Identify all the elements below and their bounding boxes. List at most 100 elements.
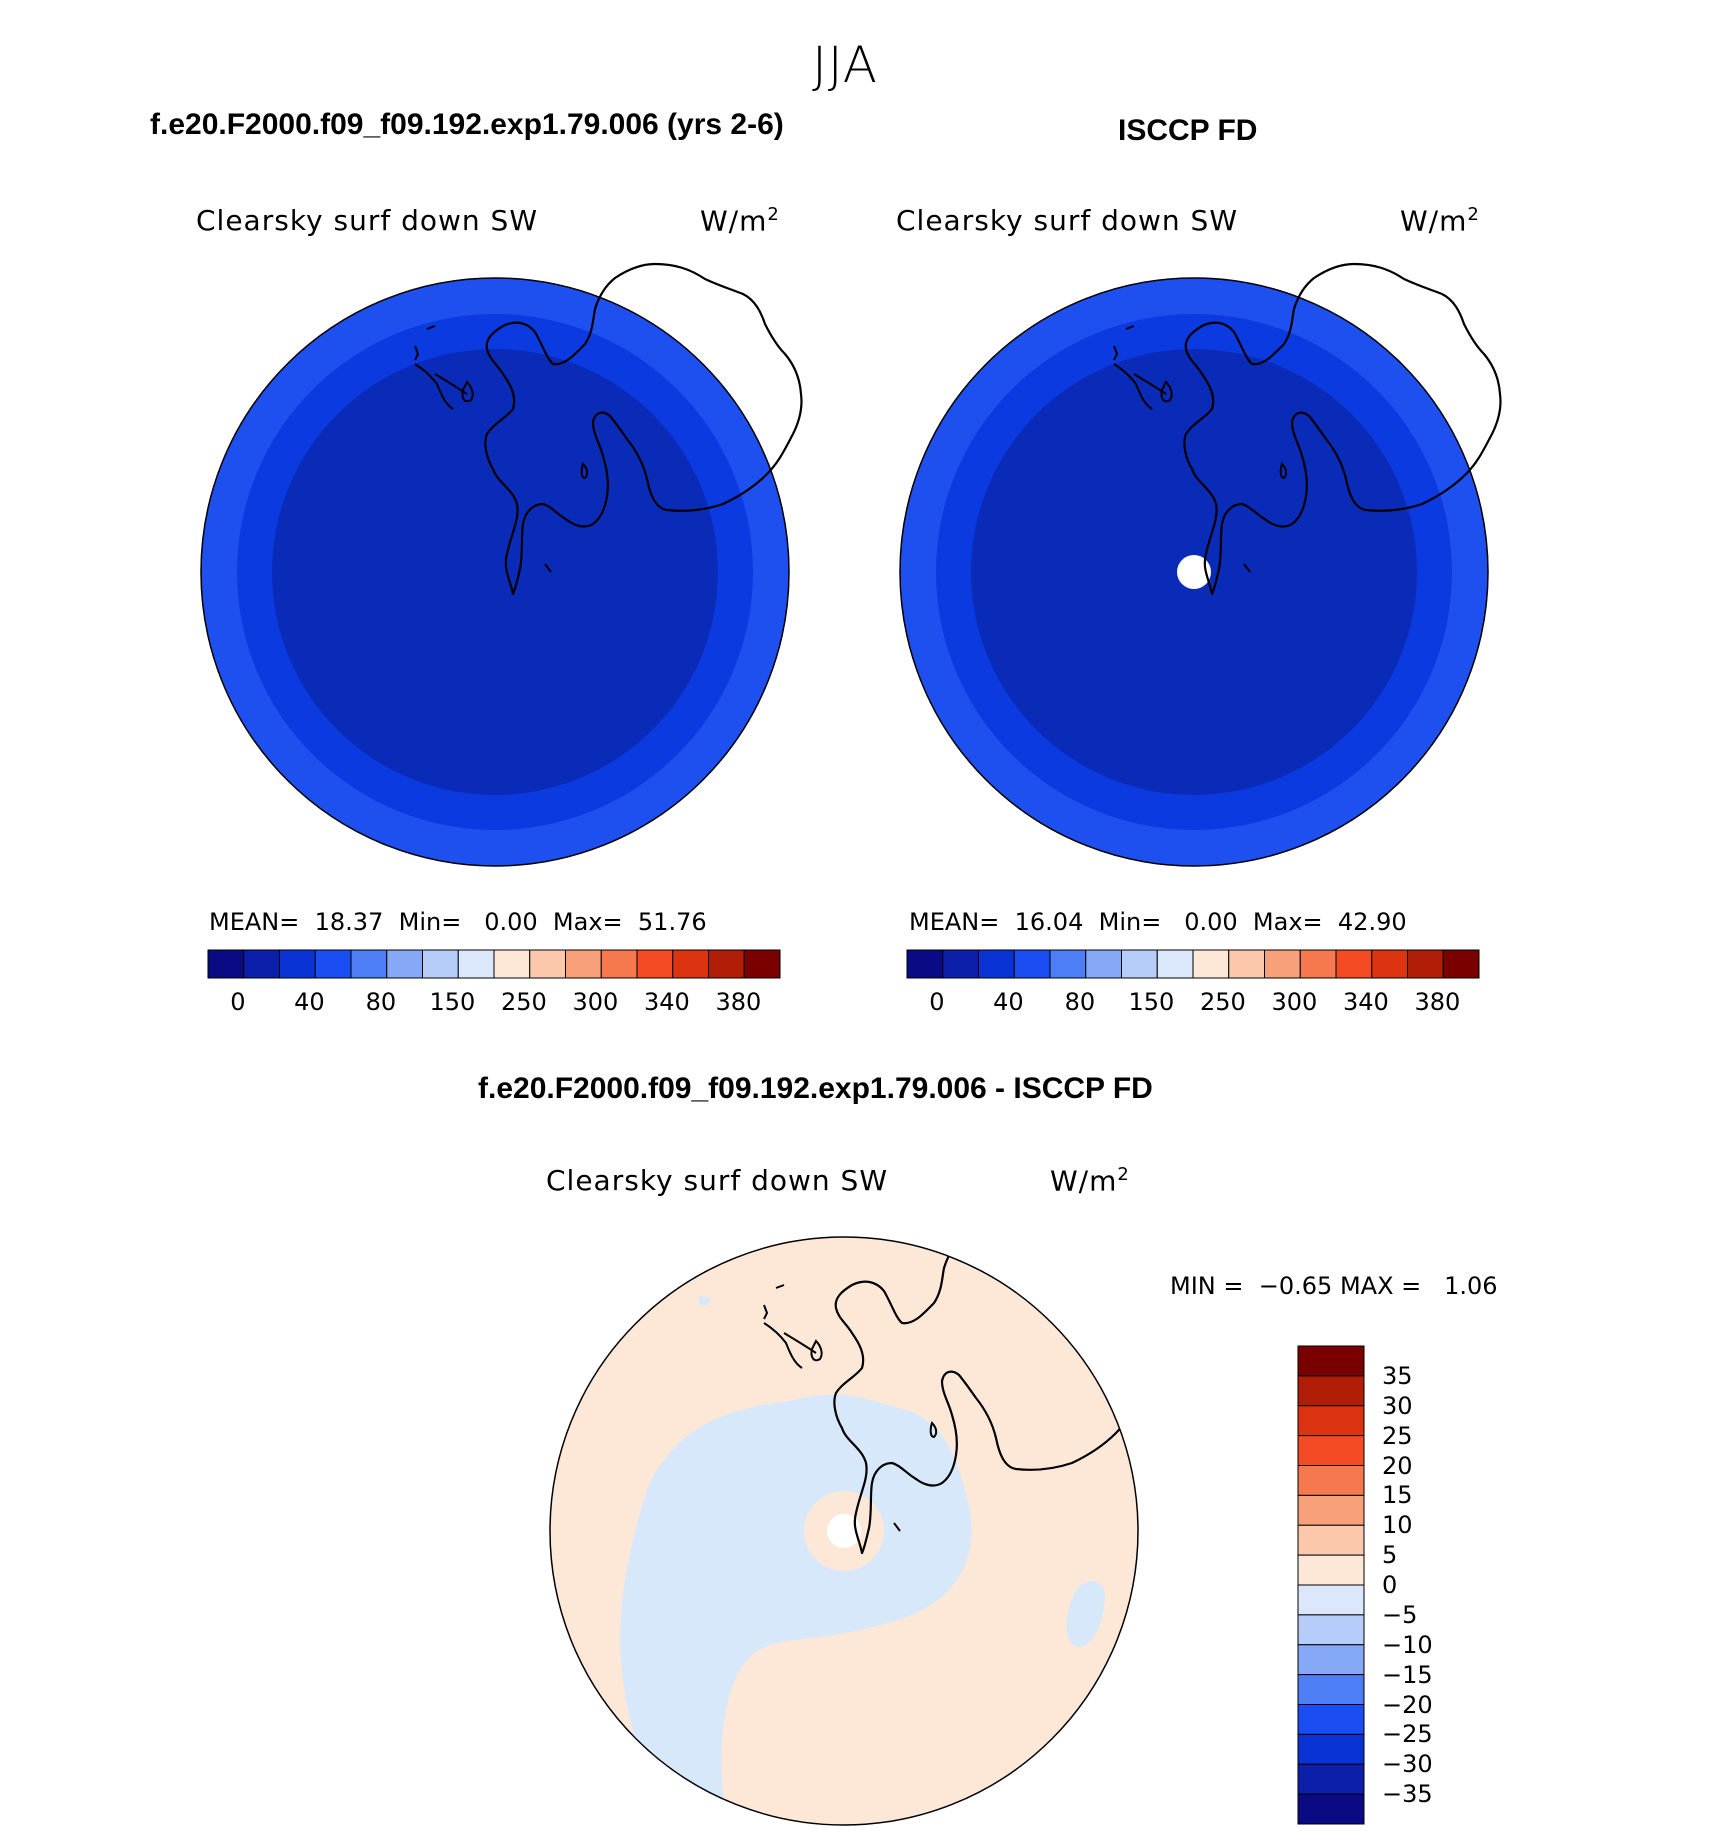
- colorbar-swatch: [1297, 1704, 1365, 1735]
- colorbar-swatch: [743, 949, 781, 979]
- colorbar-swatch: [493, 949, 531, 979]
- colorbar-swatch: [708, 949, 745, 979]
- colorbar-swatch: [1156, 949, 1194, 979]
- colorbar-swatch: [1297, 1465, 1365, 1496]
- colorbar-tick-label: −20: [1382, 1690, 1433, 1719]
- panel3-variable: Clearsky surf down SW: [546, 1164, 889, 1197]
- colorbar-tick-label: −35: [1382, 1780, 1433, 1809]
- colorbar-swatch: [422, 949, 459, 979]
- colorbar-tick-label: 80: [365, 988, 397, 1016]
- colorbar-tick-label: −5: [1382, 1600, 1418, 1629]
- panel2-units: W/m2: [1400, 204, 1480, 238]
- colorbar-swatch: [1297, 1733, 1365, 1765]
- colorbar-tick-label: 380: [715, 988, 762, 1016]
- colorbar-tick-label: 340: [643, 988, 690, 1016]
- panel2-stats: MEAN= 16.04 Min= 0.00 Max= 42.90: [909, 908, 1407, 936]
- colorbar-tick-label: 15: [1382, 1481, 1413, 1510]
- colorbar-swatch: [1264, 949, 1301, 979]
- colorbar-swatch: [457, 949, 495, 979]
- panel1-stats: MEAN= 18.37 Min= 0.00 Max= 51.76: [209, 908, 707, 936]
- colorbar-swatch: [942, 949, 979, 979]
- panel1-colorbar-ticks: 0 40 80 150 250 300 340 380: [208, 988, 780, 1018]
- colorbar-swatch: [906, 949, 944, 979]
- colorbar-tick-label: 150: [1128, 988, 1175, 1016]
- panel1-inner-field: [272, 349, 718, 795]
- panel1-map: [200, 262, 803, 867]
- colorbar-tick-label: −30: [1382, 1750, 1433, 1779]
- colorbar-swatch: [1297, 1524, 1365, 1556]
- colorbar-swatch: [636, 949, 674, 979]
- colorbar-tick-label: −10: [1382, 1630, 1433, 1659]
- colorbar-tick-label: 5: [1382, 1541, 1398, 1570]
- colorbar-swatch: [207, 949, 245, 979]
- colorbar-swatch: [1297, 1375, 1365, 1407]
- panel3-stats: MIN = −0.65 MAX = 1.06: [1170, 1272, 1498, 1300]
- colorbar-tick-label: 40: [993, 988, 1024, 1016]
- panel1-units: W/m2: [700, 204, 780, 238]
- colorbar-tick-label: −25: [1382, 1720, 1433, 1749]
- colorbar-swatch: [1297, 1584, 1365, 1616]
- colorbar-tick-label: 0: [1382, 1571, 1398, 1599]
- colorbar-swatch: [565, 949, 602, 979]
- colorbar-swatch: [1335, 949, 1373, 979]
- panel2-colorbar-ticks: 0 40 80 150 250 300 340 380: [907, 988, 1479, 1018]
- colorbar-swatch: [1297, 1494, 1365, 1526]
- colorbar-swatch: [1297, 1793, 1365, 1825]
- season-title: JJA: [812, 36, 878, 94]
- colorbar-tick-label: 250: [1199, 988, 1246, 1016]
- panel3-colorbar: [1297, 1345, 1365, 1825]
- colorbar-swatch: [350, 949, 388, 979]
- panel1-colorbar: [207, 949, 781, 979]
- colorbar-swatch: [1085, 949, 1122, 979]
- panel2-pole-hole: [1177, 555, 1211, 589]
- colorbar-swatch: [1297, 1345, 1365, 1377]
- panel3-title: f.e20.F2000.f09_f09.192.exp1.79.006 - IS…: [478, 1072, 1153, 1105]
- colorbar-swatch: [1192, 949, 1230, 979]
- colorbar-swatch: [1049, 949, 1087, 979]
- panel1-variable: Clearsky surf down SW: [196, 204, 539, 237]
- colorbar-tick-label: 0: [230, 988, 246, 1016]
- colorbar-swatch: [1407, 949, 1444, 979]
- colorbar-tick-label: 300: [572, 988, 619, 1016]
- colorbar-swatch: [1297, 1674, 1365, 1705]
- colorbar-tick-label: 340: [1342, 988, 1389, 1016]
- colorbar-tick-label: 30: [1382, 1391, 1413, 1420]
- colorbar-tick-label: −15: [1382, 1660, 1433, 1689]
- colorbar-swatch: [1228, 949, 1265, 979]
- colorbar-tick-label: 380: [1414, 988, 1461, 1016]
- colorbar-tick-label: 0: [929, 988, 945, 1016]
- colorbar-swatch: [1121, 949, 1158, 979]
- colorbar-tick-label: 20: [1382, 1451, 1413, 1480]
- colorbar-swatch: [1297, 1614, 1365, 1646]
- panel3-negative-patch-east: [1066, 1581, 1105, 1647]
- colorbar-tick-label: 300: [1271, 988, 1318, 1016]
- panel2-title: ISCCP FD: [1118, 114, 1258, 147]
- colorbar-tick-label: 80: [1064, 988, 1096, 1016]
- colorbar-swatch: [1297, 1644, 1365, 1676]
- panel2-variable: Clearsky surf down SW: [896, 204, 1239, 237]
- colorbar-swatch: [243, 949, 280, 979]
- colorbar-swatch: [1297, 1405, 1365, 1437]
- colorbar-swatch: [1299, 949, 1337, 979]
- panel1-title: f.e20.F2000.f09_f09.192.exp1.79.006 (yrs…: [150, 108, 784, 141]
- colorbar-swatch: [1297, 1554, 1365, 1586]
- colorbar-tick-label: 250: [500, 988, 547, 1016]
- colorbar-tick-label: 10: [1382, 1511, 1413, 1540]
- colorbar-swatch: [386, 949, 423, 979]
- colorbar-swatch: [1297, 1763, 1365, 1795]
- colorbar-swatch: [1442, 949, 1480, 979]
- colorbar-swatch: [314, 949, 352, 979]
- panel3-units: W/m2: [1050, 1164, 1130, 1198]
- colorbar-swatch: [600, 949, 638, 979]
- colorbar-swatch: [1371, 949, 1408, 979]
- colorbar-swatch: [978, 949, 1015, 979]
- colorbar-swatch: [672, 949, 709, 979]
- colorbar-swatch: [279, 949, 316, 979]
- panel3-pole-hole: [827, 1514, 861, 1548]
- panel3-negative-patch-small: [699, 1296, 711, 1306]
- colorbar-tick-label: 150: [429, 988, 476, 1016]
- panel3-negative-region: [620, 1394, 972, 1825]
- panel3-colorbar-ticks: 35 30 25 20 15 10 5 0 −5 −10 −15 −20 −25 −30 −35: [1382, 1346, 1462, 1826]
- colorbar-swatch: [1013, 949, 1051, 979]
- panel2-colorbar: [906, 949, 1480, 979]
